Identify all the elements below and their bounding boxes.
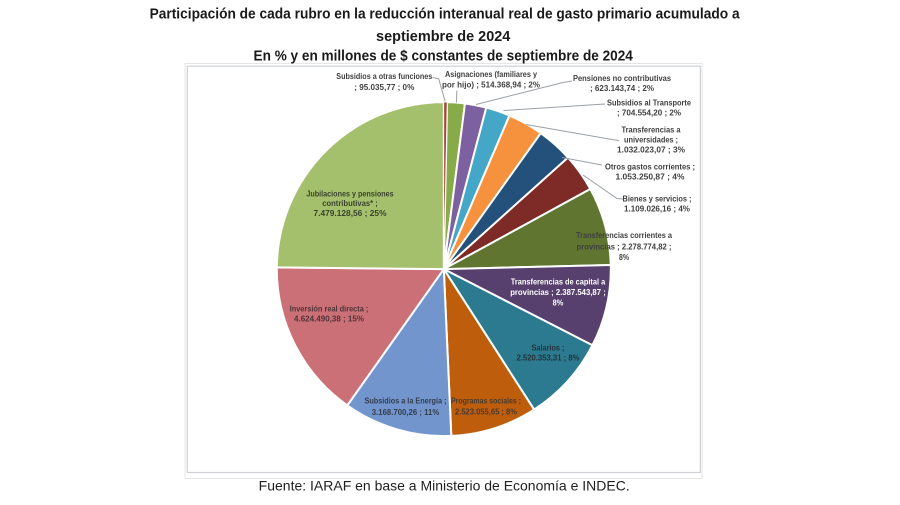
svg-text:; 95.035,77 ; 0%: ; 95.035,77 ; 0%	[354, 82, 414, 92]
svg-text:4.624.490,38 ; 15%: 4.624.490,38 ; 15%	[294, 314, 364, 324]
svg-text:Inversión real directa ;: Inversión real directa ;	[290, 304, 369, 314]
svg-text:En % y en millones de $ consta: En % y en millones de $ constantes de se…	[254, 48, 634, 65]
svg-text:contributivas* ;: contributivas* ;	[322, 198, 378, 208]
svg-text:por hijo) ; 514.368,94 ; 2%: por hijo) ; 514.368,94 ; 2%	[442, 80, 540, 90]
svg-text:Transferencias de capital a: Transferencias de capital a	[511, 277, 606, 287]
svg-text:Transferencias corrientes a: Transferencias corrientes a	[576, 230, 672, 240]
svg-text:Subsidios a la Energía ;: Subsidios a la Energía ;	[365, 395, 447, 405]
svg-text:Otros gastos corrientes ;: Otros gastos corrientes ;	[605, 161, 695, 171]
svg-text:Participación de cada rubro en: Participación de cada rubro en la reducc…	[150, 5, 741, 22]
svg-text:provincias ; 2.278.774,82 ;: provincias ; 2.278.774,82 ;	[577, 242, 672, 252]
svg-text:7.479.128,56 ; 25%: 7.479.128,56 ; 25%	[314, 208, 387, 218]
svg-text:1.053.250,87 ; 4%: 1.053.250,87 ; 4%	[616, 172, 685, 182]
svg-text:provincias ; 2.387.543,87 ;: provincias ; 2.387.543,87 ;	[510, 287, 606, 297]
svg-text:Pensiones no contributivas: Pensiones no contributivas	[573, 73, 671, 83]
svg-text:3.168.700,26 ; 11%: 3.168.700,26 ; 11%	[372, 407, 440, 417]
svg-text:2.523.055,65 ; 8%: 2.523.055,65 ; 8%	[455, 407, 517, 417]
svg-text:; 623.143,74 ; 2%: ; 623.143,74 ; 2%	[590, 83, 654, 93]
svg-text:Salarios ;: Salarios ;	[532, 342, 565, 352]
svg-text:Transferencias a: Transferencias a	[622, 124, 681, 134]
svg-text:Programas sociales ;: Programas sociales ;	[451, 395, 521, 405]
svg-text:Subsidios al Transporte: Subsidios al Transporte	[607, 97, 691, 107]
svg-text:; 704.554,20 ; 2%: ; 704.554,20 ; 2%	[617, 107, 681, 117]
svg-text:1.109.026,16 ; 4%: 1.109.026,16 ; 4%	[624, 203, 690, 213]
svg-text:Fuente: IARAF en base a Minist: Fuente: IARAF en base a Ministerio de Ec…	[259, 479, 630, 494]
svg-text:8%: 8%	[553, 297, 564, 307]
svg-text:2.520.353,31 ; 8%: 2.520.353,31 ; 8%	[517, 352, 580, 362]
svg-text:universidades ;: universidades ;	[624, 134, 678, 144]
svg-text:Bienes y servicios ;: Bienes y servicios ;	[623, 193, 692, 203]
svg-text:septiembre de 2024: septiembre de 2024	[376, 28, 511, 45]
svg-text:1.032.023,07 ; 3%: 1.032.023,07 ; 3%	[617, 145, 685, 155]
svg-text:Subsidios a otras funciones: Subsidios a otras funciones	[336, 71, 432, 81]
svg-text:Jubilaciones y pensiones: Jubilaciones y pensiones	[306, 188, 393, 198]
svg-text:8%: 8%	[619, 252, 629, 262]
svg-text:Asignaciones (familiares y: Asignaciones (familiares y	[445, 69, 537, 79]
